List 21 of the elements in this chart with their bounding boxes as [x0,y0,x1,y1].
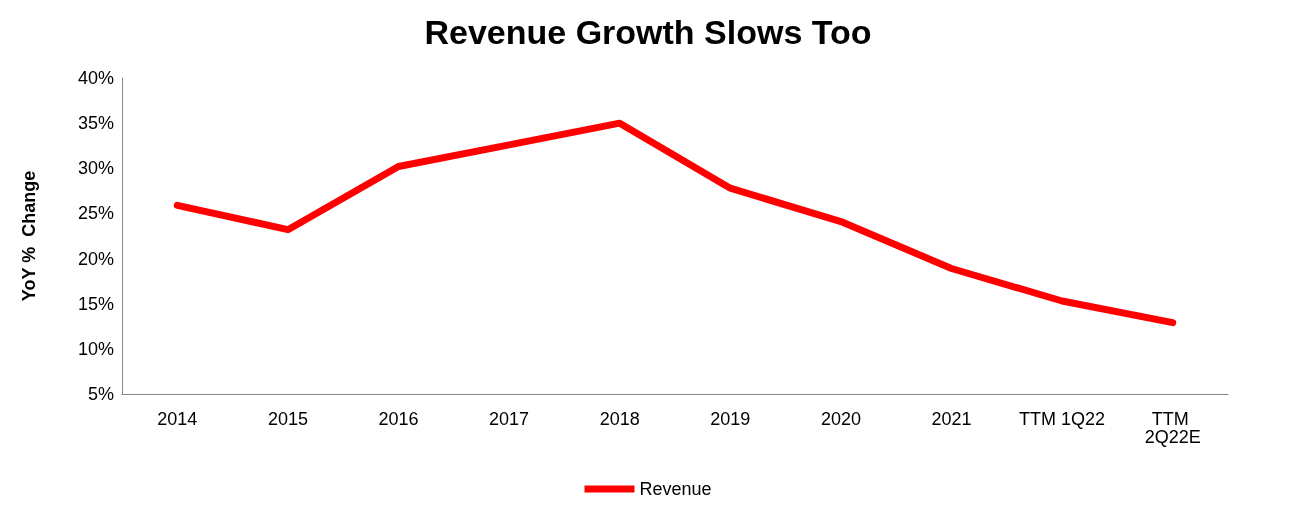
x-tick-label: 2014 [157,409,198,429]
x-tick-label: 2015 [267,409,308,429]
y-axis-title: YoY % Change [19,170,39,302]
y-tick-label: 30% [77,158,114,179]
y-tick-label: 5% [87,384,114,404]
x-tick-label: 2021 [931,409,972,429]
y-tick-label: 35% [77,113,114,134]
x-tick-label: 2016 [378,409,419,429]
y-tick-label: 20% [77,248,114,269]
chart-title: Revenue Growth Slows Too [424,13,872,51]
x-tick-label: TTM 2Q22E [1144,409,1201,447]
y-tick-label: 40% [77,68,114,88]
y-tick-label: 15% [77,293,114,314]
x-tick-label: 2017 [489,409,530,429]
x-tick-label: TTM 1Q22 [1019,409,1106,429]
legend-label: Revenue [639,479,712,499]
x-tick-label: 2018 [599,409,640,429]
y-tick-label: 10% [77,338,114,359]
x-tick-label: 2020 [820,409,861,429]
y-tick-label: 25% [77,203,114,224]
x-tick-label: 2019 [710,409,751,429]
